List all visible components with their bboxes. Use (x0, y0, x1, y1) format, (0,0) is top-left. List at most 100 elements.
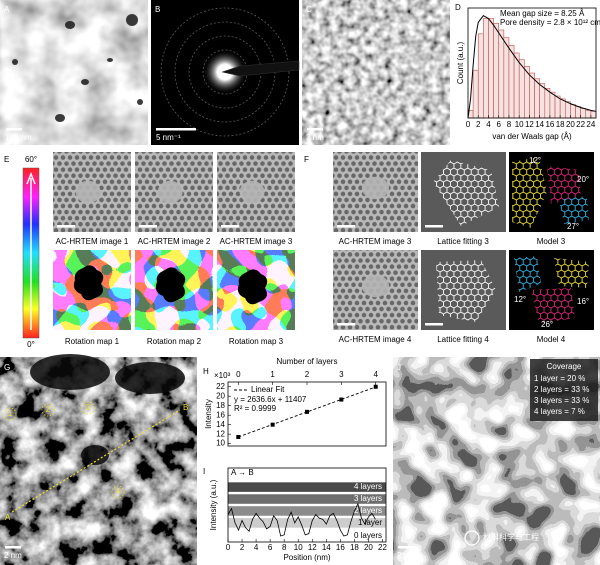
x-tick-label: 12 (525, 120, 534, 129)
scale-bar (337, 225, 355, 228)
marker-circle (81, 401, 95, 415)
marker-label: 3 (86, 403, 91, 412)
panel-label: G (4, 363, 10, 372)
watermark-icon (464, 530, 480, 546)
axis-multiplier: ×10³ (214, 371, 231, 380)
band-label: 1 layer (358, 518, 382, 527)
dark-region (30, 354, 110, 390)
x-tick-label: 2 (476, 120, 481, 129)
x-tick-label: 20 (364, 543, 373, 552)
plot-background (228, 468, 386, 542)
scale-bar (156, 128, 196, 131)
panel-label: J (397, 363, 401, 372)
x-tick-label: 16 (336, 543, 345, 552)
particle (55, 114, 65, 122)
scale-label: 2 nm (306, 133, 324, 142)
particle (137, 99, 143, 105)
angle-label: 12° (514, 295, 526, 304)
image-caption: AC-HRTEM image 2 (138, 237, 211, 246)
scale-label: 2 nm (397, 551, 415, 560)
x-tick-label: 18 (350, 543, 359, 552)
particle (81, 79, 89, 85)
panel-label: F (304, 155, 309, 164)
data-point (373, 384, 378, 389)
x-axis-label: Number of layers (277, 357, 338, 366)
panel-label: D (455, 3, 461, 12)
annotation: Mean gap size = 8.25 Å (500, 9, 585, 18)
histogram-bar (559, 98, 566, 119)
x-tick-label: 10 (294, 543, 303, 552)
plot-frame (467, 7, 597, 119)
defect (239, 180, 265, 204)
dark-region (115, 362, 185, 394)
void-region (155, 267, 186, 303)
coverage-entry: 4 layers = 7 % (534, 407, 585, 416)
panel-label: C (306, 5, 312, 14)
band-label: 3 layers (354, 494, 382, 503)
marker-label: 4 (116, 487, 121, 496)
x-tick-label: 14 (322, 543, 331, 552)
x-tick-label: 3 (339, 370, 344, 379)
data-point (305, 409, 309, 414)
y-tick-label: 10 (216, 439, 225, 448)
scale-bar (425, 323, 443, 326)
histogram-bar (503, 37, 510, 119)
x-tick-label: 22 (576, 120, 585, 129)
layer-band (228, 494, 386, 504)
lattice-fit (436, 260, 496, 322)
model-domain (514, 256, 541, 292)
x-tick-label: 6 (496, 120, 501, 129)
defect (361, 176, 390, 200)
profile-end-label: B (183, 403, 188, 412)
panel-label: B (155, 5, 160, 14)
histogram-bar (590, 111, 597, 119)
angle-label: 20° (577, 175, 589, 184)
scale-bar (57, 225, 75, 228)
x-tick-label: 18 (556, 120, 565, 129)
marker-label: 2 (46, 405, 51, 414)
annotation: R² = 0.9999 (234, 404, 277, 413)
histogram-bar (488, 18, 494, 119)
coverage-entry: 1 layer = 20 % (534, 374, 585, 383)
model-domain (559, 196, 589, 224)
x-tick-label: 6 (268, 543, 273, 552)
x-axis-label: van der Waals gap (Å) (492, 132, 572, 141)
void-region (73, 265, 104, 301)
panel-label: I (203, 467, 205, 476)
colorbar-label: 0° (27, 340, 35, 349)
image-caption: Lattice fitting 4 (437, 335, 489, 344)
x-tick-label: 0 (236, 370, 241, 379)
histogram-bar (498, 29, 505, 119)
scale-bar (425, 225, 443, 228)
particle (12, 59, 18, 65)
x-tick-label: 20 (566, 120, 575, 129)
colorbar-arrow (26, 171, 36, 330)
watermark: 材料科学与工程 (483, 532, 539, 542)
data-point (236, 434, 241, 439)
micrograph (302, 0, 450, 145)
particle (107, 58, 113, 62)
x-tick-label: 1 (270, 370, 275, 379)
x-tick-label: 12 (308, 543, 317, 552)
dark-region (81, 445, 109, 465)
layer-band (228, 482, 386, 492)
particle (126, 14, 138, 26)
image-caption: AC-HRTEM image 3 (220, 237, 293, 246)
panel-label: E (4, 155, 9, 164)
legend-label: Linear Fit (251, 385, 285, 394)
intensity-profile (227, 502, 376, 537)
scale-bar (307, 128, 323, 131)
micrograph (0, 0, 148, 145)
x-tick-label: 24 (586, 120, 595, 129)
y-axis-label: Intensity (204, 399, 213, 429)
data-point (339, 397, 344, 402)
histogram-bar (539, 83, 546, 119)
y-tick-label: 12 (216, 429, 225, 438)
model-domain (554, 258, 589, 288)
image-caption: Rotation map 1 (65, 337, 120, 346)
annotation: y = 2636.6x + 11407 (234, 395, 307, 404)
y-tick-label: 16 (216, 410, 225, 419)
marker-circle (111, 485, 125, 499)
layer-band (228, 530, 386, 542)
